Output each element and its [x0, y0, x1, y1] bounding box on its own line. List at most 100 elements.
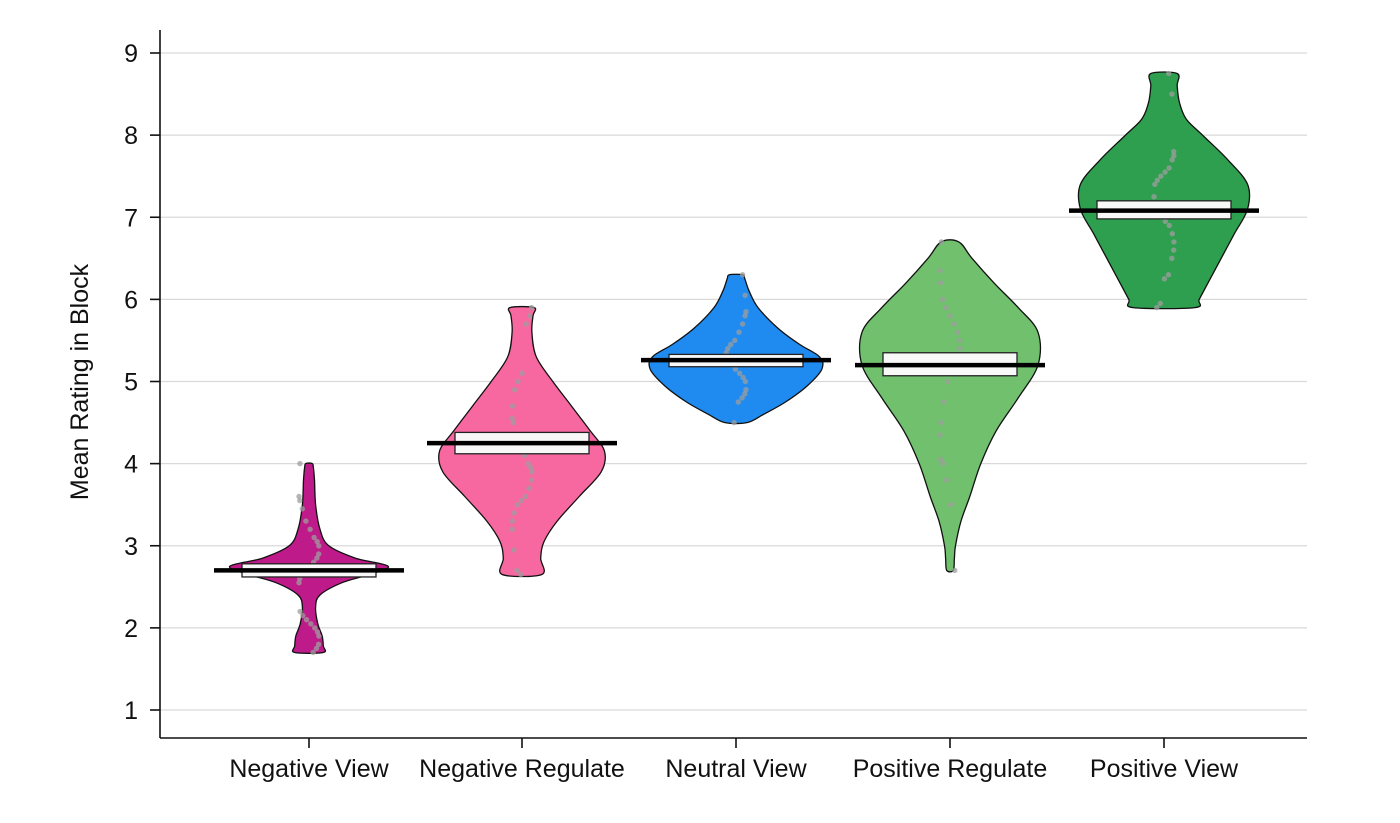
data-point-positive-view — [1151, 194, 1157, 200]
y-tick-label-4: 4 — [124, 451, 138, 479]
data-point-negative-regulate — [519, 370, 525, 376]
data-point-negative-regulate — [522, 493, 529, 500]
data-point-positive-view — [1169, 255, 1175, 261]
data-point-neutral-view — [740, 374, 746, 381]
data-point-neutral-view — [732, 366, 739, 372]
data-point-positive-regulate — [937, 267, 943, 274]
data-point-positive-regulate — [943, 304, 949, 311]
violin-negative-view — [228, 462, 390, 654]
data-point-positive-regulate — [956, 337, 963, 344]
data-point-negative-view — [316, 633, 322, 639]
data-point-negative-view — [296, 580, 302, 586]
violin-group-negative-regulate — [427, 304, 617, 578]
data-point-positive-view — [1166, 165, 1172, 171]
data-point-positive-view — [1162, 169, 1168, 175]
y-tick-label-6: 6 — [124, 286, 138, 314]
data-point-negative-view — [316, 543, 322, 549]
data-point-negative-view — [314, 555, 320, 561]
violin-group-positive-view — [1069, 70, 1259, 311]
x-tick-label-4: Positive Regulate — [853, 755, 1048, 783]
data-point-positive-regulate — [943, 477, 950, 483]
y-tick-label-8: 8 — [124, 122, 138, 150]
data-point-neutral-view — [742, 292, 748, 298]
data-point-negative-view — [314, 538, 320, 545]
data-point-neutral-view — [725, 345, 731, 352]
data-point-negative-regulate — [525, 460, 531, 467]
data-point-positive-regulate — [954, 329, 961, 335]
data-point-negative-view — [303, 518, 309, 524]
data-point-negative-regulate — [510, 419, 517, 426]
data-point-positive-view — [1154, 177, 1161, 183]
data-point-neutral-view — [742, 378, 749, 385]
x-tick-label-2: Negative Regulate — [419, 755, 625, 783]
data-point-negative-regulate — [514, 567, 520, 574]
data-point-negative-regulate — [515, 378, 521, 385]
data-point-negative-regulate — [528, 477, 535, 483]
data-point-positive-view — [1169, 91, 1175, 97]
data-point-negative-regulate — [526, 485, 532, 491]
data-point-negative-regulate — [511, 387, 518, 393]
data-point-negative-regulate — [511, 547, 517, 553]
data-point-positive-regulate — [951, 321, 957, 327]
data-point-neutral-view — [731, 419, 737, 426]
data-point-negative-view — [297, 608, 303, 615]
data-point-negative-view — [307, 526, 313, 532]
y-tick-label-2: 2 — [124, 615, 138, 643]
data-point-positive-regulate — [938, 456, 944, 463]
data-point-neutral-view — [735, 399, 741, 405]
data-point-negative-regulate — [518, 571, 524, 578]
data-point-positive-view — [1166, 222, 1173, 229]
data-point-positive-view — [1171, 247, 1177, 253]
data-point-neutral-view — [743, 309, 749, 315]
data-point-positive-regulate — [937, 280, 944, 286]
violin-group-positive-regulate — [855, 239, 1045, 574]
data-point-positive-regulate — [948, 502, 954, 508]
data-point-neutral-view — [736, 370, 743, 376]
data-point-positive-view — [1154, 304, 1160, 311]
data-point-neutral-view — [728, 341, 734, 348]
data-point-negative-regulate — [509, 518, 515, 524]
x-tick-label-1: Negative View — [229, 755, 389, 783]
data-point-positive-regulate — [947, 313, 953, 319]
data-point-positive-regulate — [952, 567, 958, 574]
data-point-positive-regulate — [941, 399, 947, 405]
data-point-neutral-view — [732, 337, 738, 344]
y-tick-label-5: 5 — [124, 369, 138, 397]
x-tick-label-3: Neutral View — [665, 755, 807, 783]
data-point-negative-view — [314, 629, 321, 635]
data-point-neutral-view — [739, 321, 746, 327]
data-point-negative-view — [310, 649, 316, 656]
data-point-positive-view — [1171, 153, 1177, 159]
data-point-negative-view — [300, 612, 306, 619]
data-point-negative-view — [297, 497, 303, 504]
data-point-positive-view — [1171, 239, 1177, 245]
data-point-positive-view — [1152, 181, 1158, 188]
data-point-positive-regulate — [940, 460, 946, 467]
data-point-negative-regulate — [509, 526, 515, 532]
data-point-positive-regulate — [939, 296, 946, 303]
data-point-neutral-view — [742, 313, 748, 319]
data-point-negative-regulate — [509, 403, 516, 409]
data-point-neutral-view — [743, 387, 749, 393]
data-point-negative-view — [316, 551, 322, 557]
data-point-positive-view — [1165, 272, 1172, 278]
y-axis-title: Mean Rating in Block — [66, 263, 94, 500]
y-tick-label-9: 9 — [124, 40, 138, 68]
data-point-negative-view — [313, 645, 320, 652]
y-tick-label-7: 7 — [124, 204, 138, 232]
y-tick-label-1: 1 — [124, 697, 138, 725]
data-point-negative-view — [311, 534, 317, 541]
data-point-negative-regulate — [514, 502, 520, 508]
data-point-positive-view — [1162, 218, 1169, 225]
data-point-negative-regulate — [529, 469, 535, 475]
data-point-negative-view — [299, 506, 305, 512]
violin-group-negative-view — [214, 460, 404, 656]
data-point-positive-regulate — [937, 432, 943, 438]
data-point-negative-regulate — [518, 497, 525, 504]
data-point-negative-regulate — [526, 313, 533, 319]
data-point-positive-view — [1169, 157, 1175, 163]
data-point-positive-view — [1169, 231, 1176, 237]
data-point-negative-view — [297, 460, 303, 467]
data-point-positive-view — [1161, 276, 1168, 282]
